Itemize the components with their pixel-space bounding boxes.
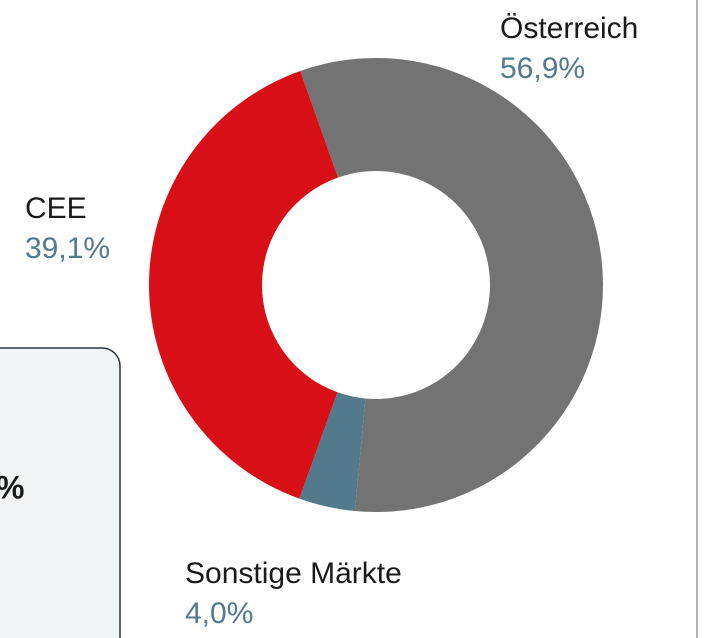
- segment-value-label: 4,0%: [185, 597, 253, 630]
- segment-value-label: 56,9%: [500, 52, 585, 85]
- donut-segment: [148, 71, 338, 499]
- segment-label: Österreich: [500, 12, 638, 45]
- side-box: [0, 347, 121, 638]
- segment-value-label: 39,1%: [25, 232, 110, 265]
- side-box-text: %: [0, 469, 24, 505]
- donut-segment: [300, 57, 603, 513]
- donut-segment: [299, 392, 366, 512]
- segment-label: CEE: [25, 192, 87, 225]
- segment-label: Sonstige Märkte: [185, 557, 402, 590]
